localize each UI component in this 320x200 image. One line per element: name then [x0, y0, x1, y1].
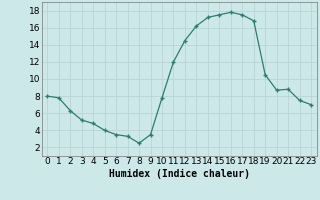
X-axis label: Humidex (Indice chaleur): Humidex (Indice chaleur) — [109, 169, 250, 179]
